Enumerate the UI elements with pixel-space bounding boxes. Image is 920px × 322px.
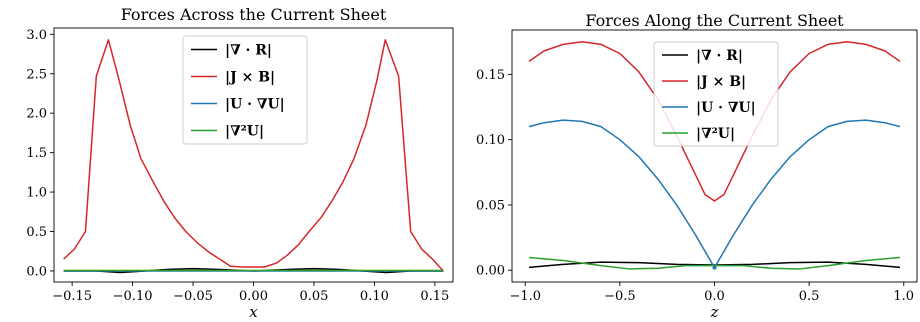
legend-label: |U · ∇U| (696, 100, 756, 116)
x-tick-label: −0.05 (173, 289, 213, 304)
plot-area: −0.15 −0.10 −0.05 0.00 0.05 0.10 0.15 0.0 0.5 1.0… (26, 27, 454, 321)
x-tick-label: −1.0 (509, 289, 541, 304)
y-tick-label: 1.5 (26, 146, 47, 161)
x-tick-label: 0.00 (239, 289, 268, 304)
x-axis-label: x (249, 303, 258, 321)
legend-label: |J × B| (696, 74, 746, 90)
x-tick-label: 0.10 (360, 289, 389, 304)
series-line-1 (528, 41, 901, 202)
y-tick-label: 2.5 (26, 67, 47, 82)
x-tick-label: 0.0 (704, 289, 725, 304)
y-tick-label: 0.05 (476, 198, 505, 213)
legend: |∇ · R| |J × B| |U · ∇U| |∇²U| (653, 41, 779, 147)
series-point (712, 265, 717, 270)
y-tick-label: 1.0 (26, 186, 47, 201)
legend-label: |U · ∇U| (225, 97, 285, 113)
legend-frame (653, 41, 779, 147)
legend-label: |∇ · R| (696, 48, 743, 64)
chart-forces-along: Forces Along the Current Sheet −1.0 −0.5 0… (476, 11, 918, 321)
x-tick-label: 0.15 (420, 289, 449, 304)
y-tick-label: 0.0 (26, 264, 47, 279)
y-tick-label: 0.15 (476, 68, 505, 83)
y-tick-label: 0.10 (476, 133, 505, 148)
x-tick-label: −0.10 (113, 289, 153, 304)
y-tick-label: 0.00 (476, 264, 505, 279)
y-tick-label: 2.0 (26, 107, 47, 122)
x-tick-label: 0.5 (799, 289, 820, 304)
series-line-1 (63, 39, 444, 272)
legend: |∇ · R| |J × B| |U · ∇U| |∇²U| (182, 35, 308, 145)
y-tick-label: 0.5 (26, 225, 47, 240)
chart-forces-across: Forces Across the Current Sheet −0.15 −0.… (26, 5, 454, 321)
x-axis-label: z (710, 303, 719, 321)
legend-label: |∇²U| (696, 126, 735, 142)
legend-label: |∇ · R| (225, 43, 272, 59)
x-tick-label: 0.05 (299, 289, 328, 304)
legend-label: |J × B| (225, 70, 275, 86)
series-group (63, 39, 444, 274)
y-tick-label: 3.0 (26, 28, 47, 43)
x-tick-label: 1.0 (893, 289, 914, 304)
legend-frame (182, 35, 308, 145)
x-tick-label: −0.15 (52, 289, 92, 304)
x-tick-label: −0.5 (604, 289, 636, 304)
chart-title: Forces Across the Current Sheet (121, 5, 387, 24)
plot-area: −1.0 −0.5 0.0 0.5 1.0 0.00 0.05 0.10 0.15 z |∇ · R… (476, 29, 918, 321)
legend-label: |∇²U| (225, 124, 264, 140)
chart-title: Forces Along the Current Sheet (585, 11, 844, 30)
